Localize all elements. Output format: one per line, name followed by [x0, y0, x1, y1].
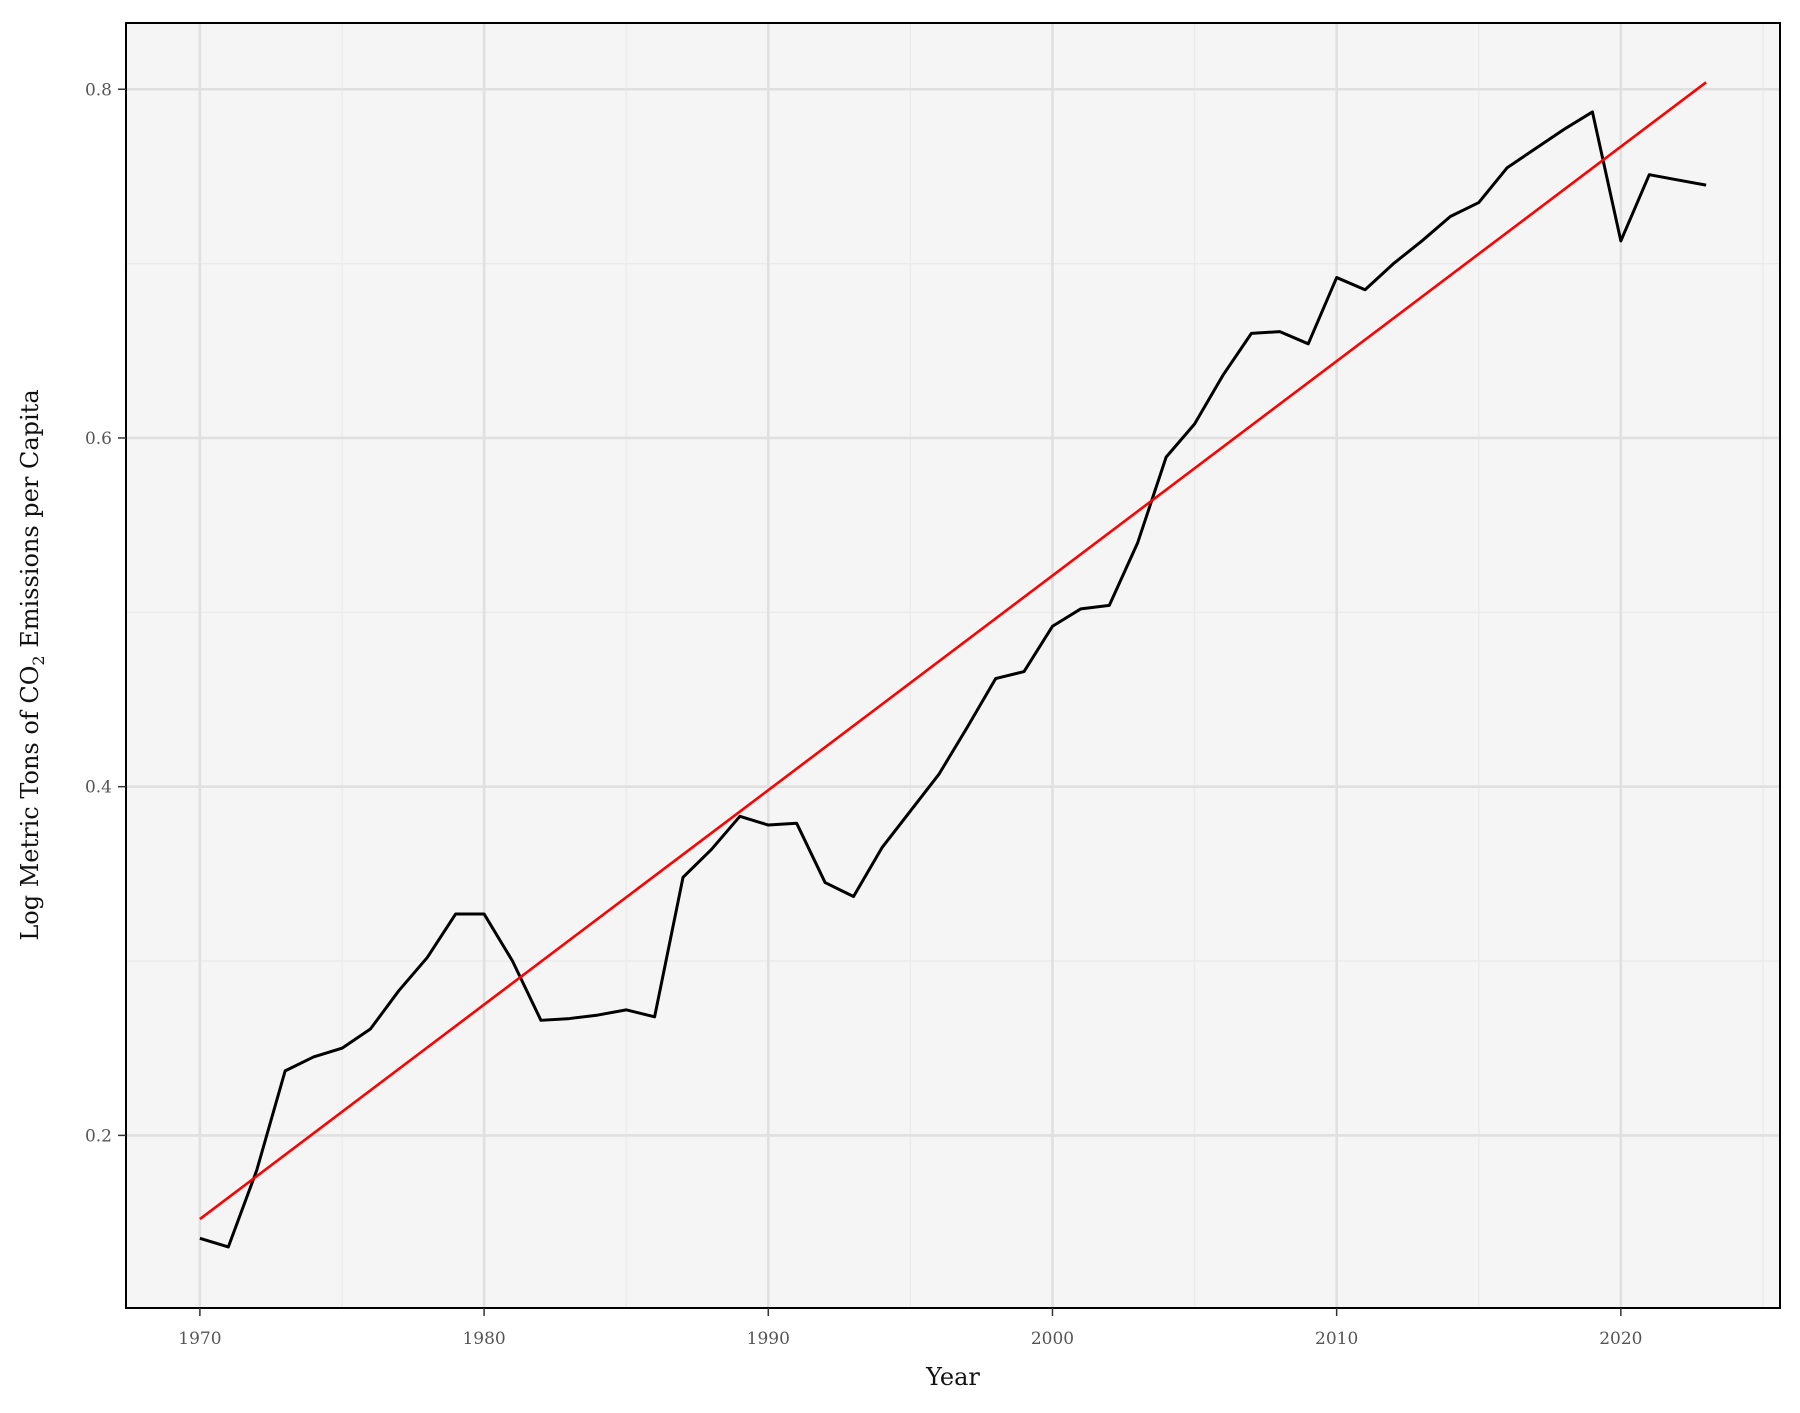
x-axis-title: Year — [925, 1363, 980, 1391]
observed-series-line — [199, 110, 1707, 1249]
x-tick-label: 1980 — [462, 1329, 505, 1349]
y-tick-label: 0.2 — [85, 1126, 112, 1146]
plot-border — [125, 22, 1781, 1309]
plot-lines — [199, 81, 1707, 1249]
x-tick-label: 1990 — [747, 1329, 790, 1349]
trend-line — [199, 81, 1707, 1221]
x-tick-label: 2000 — [1031, 1329, 1074, 1349]
y-axis-title-part-2: Emissions per Capita — [16, 389, 44, 655]
x-tick-label: 2010 — [1315, 1329, 1358, 1349]
y-tick-label: 0.6 — [85, 429, 112, 449]
y-axis-ticks: 0.2 0.4 0.6 0.8 — [85, 80, 126, 1146]
y-axis-title: Log Metric Tons of CO2 Emissions per Cap… — [16, 389, 48, 940]
x-tick-label: 1970 — [178, 1329, 221, 1349]
y-tick-label: 0.4 — [85, 778, 112, 798]
x-axis-ticks: 1970 1980 1990 2000 2010 2020 — [178, 1308, 1642, 1349]
y-tick-label: 0.8 — [85, 80, 112, 100]
plot-panel — [126, 23, 1780, 1308]
y-axis-title-subscript: 2 — [29, 655, 48, 665]
x-tick-label: 2020 — [1599, 1329, 1642, 1349]
y-axis-title-part-1: Log Metric Tons of CO — [16, 666, 44, 941]
major-grid — [126, 23, 1780, 1308]
minor-grid — [126, 23, 1780, 1308]
